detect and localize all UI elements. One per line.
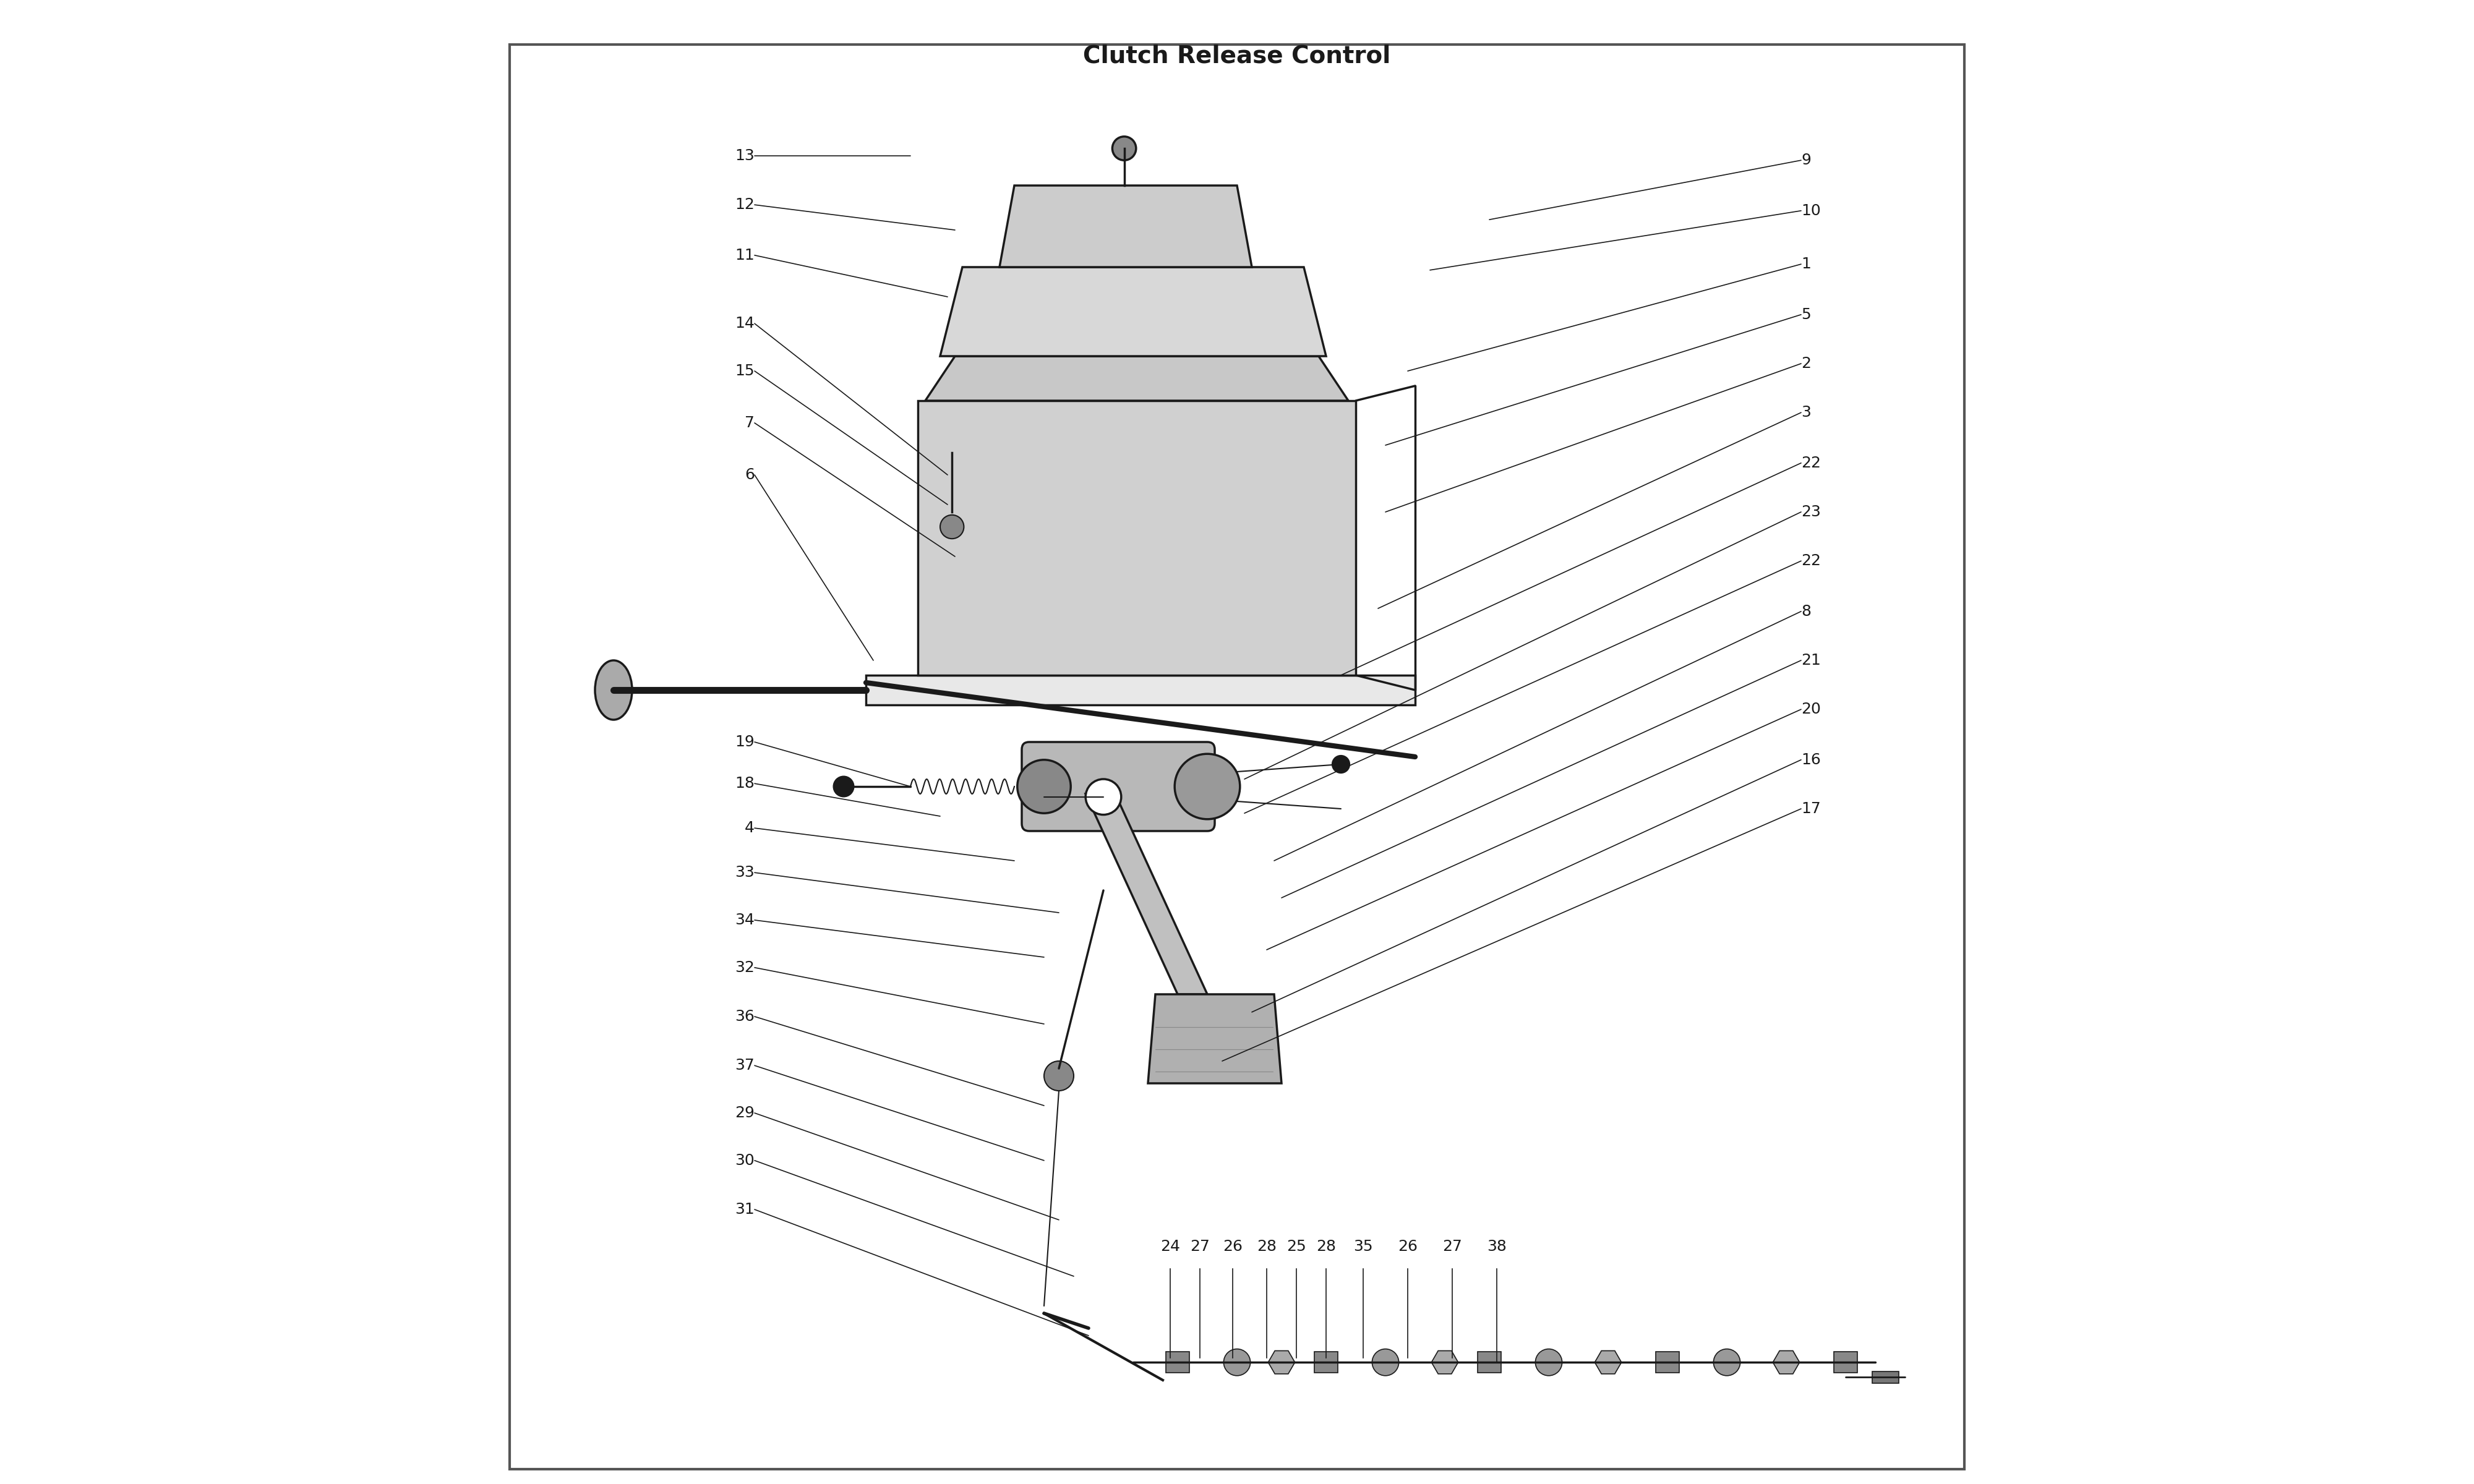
Text: 16: 16	[1801, 752, 1821, 767]
Polygon shape	[925, 356, 1348, 401]
Text: Clutch Release Control: Clutch Release Control	[1084, 45, 1390, 68]
Circle shape	[1044, 1061, 1074, 1091]
Text: 19: 19	[735, 735, 755, 749]
Text: 20: 20	[1801, 702, 1821, 717]
Text: 7: 7	[745, 416, 755, 430]
Text: 33: 33	[735, 865, 755, 880]
Circle shape	[1086, 779, 1121, 815]
Text: 22: 22	[1801, 456, 1821, 470]
Circle shape	[1714, 1349, 1739, 1376]
FancyBboxPatch shape	[1833, 1352, 1858, 1373]
Circle shape	[1536, 1349, 1561, 1376]
Polygon shape	[1269, 1350, 1294, 1374]
Text: 24: 24	[1160, 1239, 1180, 1254]
Text: 23: 23	[1801, 505, 1821, 519]
Polygon shape	[940, 267, 1326, 356]
Text: 21: 21	[1801, 653, 1821, 668]
Text: 34: 34	[735, 913, 755, 927]
Text: 37: 37	[735, 1058, 755, 1073]
Text: 35: 35	[1353, 1239, 1373, 1254]
FancyBboxPatch shape	[1655, 1352, 1680, 1373]
Polygon shape	[1148, 994, 1282, 1083]
Text: 32: 32	[735, 960, 755, 975]
Text: 3: 3	[1801, 405, 1811, 420]
Circle shape	[1017, 760, 1071, 813]
Text: 10: 10	[1801, 203, 1821, 218]
Text: 30: 30	[735, 1153, 755, 1168]
Polygon shape	[999, 186, 1252, 267]
Circle shape	[1113, 137, 1136, 160]
Polygon shape	[1432, 1350, 1457, 1374]
Text: 26: 26	[1398, 1239, 1418, 1254]
Text: 1: 1	[1801, 257, 1811, 272]
Circle shape	[1331, 755, 1351, 773]
Text: 9: 9	[1801, 153, 1811, 168]
Text: 28: 28	[1257, 1239, 1277, 1254]
Text: 14: 14	[735, 316, 755, 331]
Text: 28: 28	[1316, 1239, 1336, 1254]
Text: 8: 8	[1801, 604, 1811, 619]
Text: 12: 12	[735, 197, 755, 212]
Text: 26: 26	[1222, 1239, 1242, 1254]
Text: 11: 11	[735, 248, 755, 263]
Text: 25: 25	[1286, 1239, 1306, 1254]
Text: 2: 2	[1801, 356, 1811, 371]
Polygon shape	[1596, 1350, 1620, 1374]
Text: 18: 18	[735, 776, 755, 791]
Text: 27: 27	[1442, 1239, 1462, 1254]
Text: 6: 6	[745, 467, 755, 482]
Circle shape	[1175, 754, 1239, 819]
Circle shape	[940, 515, 965, 539]
Text: 31: 31	[735, 1202, 755, 1217]
Ellipse shape	[594, 660, 633, 720]
Polygon shape	[918, 401, 1356, 675]
Polygon shape	[866, 675, 1415, 705]
Circle shape	[834, 776, 854, 797]
Text: 36: 36	[735, 1009, 755, 1024]
Text: 22: 22	[1801, 554, 1821, 568]
Circle shape	[1373, 1349, 1398, 1376]
Circle shape	[1225, 1349, 1249, 1376]
Text: 13: 13	[735, 148, 755, 163]
Text: 38: 38	[1487, 1239, 1507, 1254]
FancyBboxPatch shape	[1165, 1352, 1190, 1373]
Text: 27: 27	[1190, 1239, 1210, 1254]
Text: 4: 4	[745, 821, 755, 835]
FancyBboxPatch shape	[1873, 1371, 1900, 1383]
FancyBboxPatch shape	[1477, 1352, 1502, 1373]
Text: 29: 29	[735, 1106, 755, 1120]
Polygon shape	[1086, 794, 1207, 994]
Text: 15: 15	[735, 364, 755, 378]
Polygon shape	[1774, 1350, 1799, 1374]
Text: 17: 17	[1801, 801, 1821, 816]
Text: 5: 5	[1801, 307, 1811, 322]
FancyBboxPatch shape	[1022, 742, 1215, 831]
FancyBboxPatch shape	[1314, 1352, 1338, 1373]
